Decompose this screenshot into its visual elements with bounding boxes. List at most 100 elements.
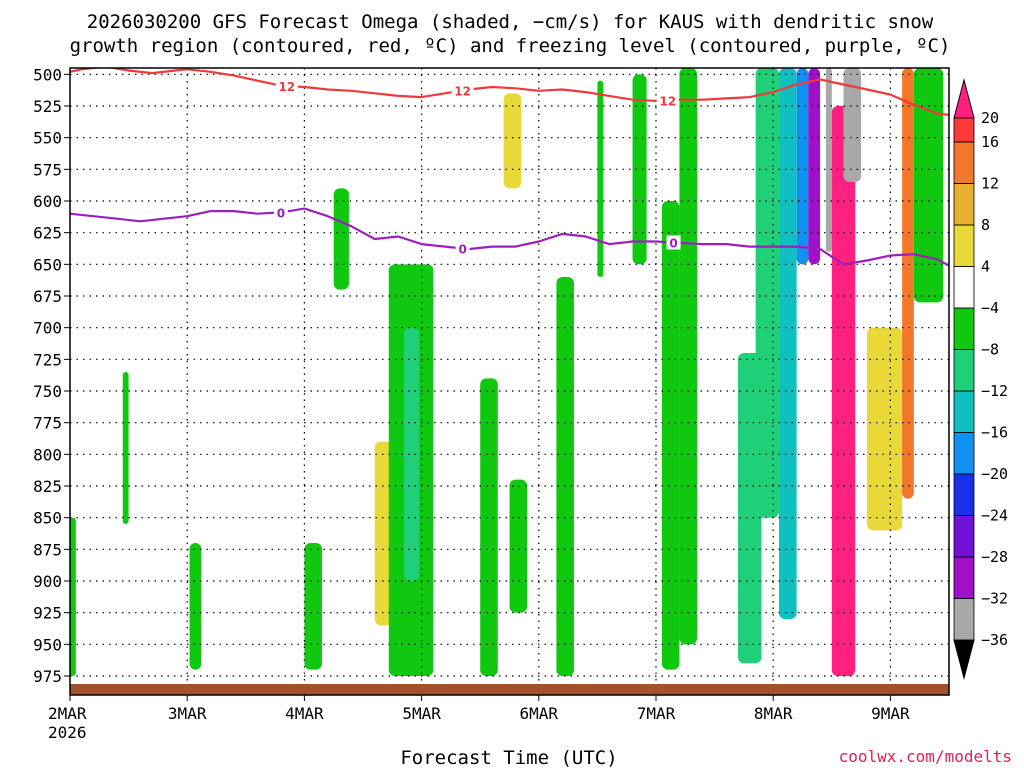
contour-label-1-2: 0 (669, 236, 677, 250)
x-tick-label-2MAR: 2MAR (48, 704, 87, 723)
omega-region-14 (661, 201, 680, 670)
colorbar-label-1: 16 (981, 133, 999, 151)
contour-label-0-2: 12 (659, 94, 676, 108)
x-tick-label-9MAR: 9MAR (871, 704, 910, 723)
x-axis-label: Forecast Time (UTC) (400, 747, 617, 768)
x-tick-label-3MAR: 3MAR (168, 704, 207, 723)
y-tick-label-875: 875 (33, 540, 62, 559)
contour-label-0-0: 12 (278, 80, 295, 94)
omega-region-2 (189, 543, 202, 670)
y-tick-label-625: 625 (33, 224, 62, 243)
y-tick-label-775: 775 (33, 414, 62, 433)
colorbar-label-2: 12 (981, 175, 999, 193)
y-tick-label-600: 600 (33, 192, 62, 211)
contour-label-bg-0-2 (656, 93, 679, 108)
colorbar-label-13: −36 (981, 631, 1008, 649)
omega-region-4 (333, 188, 349, 290)
omega-region-5 (374, 441, 393, 626)
colorbar-label-0: 20 (981, 109, 999, 127)
contour-line-1 (70, 207, 949, 267)
omega-region-10 (509, 479, 528, 613)
contour-label-0-1: 12 (454, 84, 471, 98)
y-tick-label-700: 700 (33, 319, 62, 338)
contour-label-1-1: 0 (458, 243, 466, 257)
x-tick-label-7MAR: 7MAR (637, 704, 676, 723)
omega-region-11 (556, 277, 574, 676)
colorbar-segment-1 (953, 117, 975, 143)
colorbar-segment-2 (953, 141, 975, 184)
colorbar-label-3: 8 (981, 216, 990, 234)
omega-region-20 (808, 68, 821, 265)
y-tick-label-825: 825 (33, 477, 62, 496)
y-tick-label-975: 975 (33, 667, 62, 686)
y-tick-label-650: 650 (33, 255, 62, 274)
x-axis-year: 2026 (48, 723, 87, 742)
colorbar-segment-13 (953, 598, 975, 641)
x-axis: 2MAR 3MAR 4MAR 5MAR 6MAR 7MAR 8MAR 9MAR 2026 (48, 695, 910, 742)
chart-title-line1: 2026030200 GFS Forecast Omega (shaded, −… (87, 11, 934, 33)
omega-region-25 (902, 68, 914, 499)
omega-region-18 (779, 68, 797, 619)
colorbar-segment-9 (953, 432, 975, 475)
contour-label-1-0: 0 (277, 206, 285, 220)
contour-label-bg-1-2 (666, 235, 681, 250)
contour-label-bg-1-1 (455, 241, 470, 256)
omega-region-21 (825, 68, 832, 252)
omega-region-1 (122, 372, 129, 524)
colorbar-segment-4 (953, 224, 975, 267)
colorbar-label-6: −8 (981, 341, 999, 359)
colorbar-label-7: −12 (981, 382, 1008, 400)
omega-region-13 (632, 74, 647, 265)
y-tick-label-800: 800 (33, 445, 62, 464)
colorbar-segment-3 (953, 183, 975, 226)
y-tick-label-950: 950 (33, 635, 62, 654)
plot-frame (69, 67, 950, 696)
y-tick-label-675: 675 (33, 287, 62, 306)
contour-line-0 (70, 68, 949, 116)
y-tick-label-575: 575 (33, 160, 62, 179)
omega-region-15 (679, 68, 698, 645)
contour-label-bg-0-0 (275, 79, 298, 94)
omega-region-0 (70, 517, 76, 676)
x-tick-label-8MAR: 8MAR (754, 704, 793, 723)
contour-lines: 12 12 12 0 0 0 (70, 68, 949, 267)
colorbar-label-10: −24 (981, 507, 1008, 525)
y-tick-label-550: 550 (33, 129, 62, 148)
ground-surface (70, 684, 949, 695)
y-tick-label-500: 500 (33, 65, 62, 84)
omega-region-9 (503, 93, 522, 189)
omega-region-19 (796, 68, 809, 265)
x-tick-label-6MAR: 6MAR (520, 704, 559, 723)
credit-text: coolwx.com/modelts (839, 747, 1012, 766)
omega-region-12 (597, 80, 604, 278)
colorbar-segment-12 (953, 556, 975, 599)
colorbar: 20 16 12 8 4 −4 −8 −12 −16 −20 −24 −28 −32 −36 (953, 78, 1008, 681)
contour-label-bg-0-1 (451, 83, 474, 98)
colorbar-segment-6 (953, 307, 975, 350)
chart-title-line2: growth region (contoured, red, ºC) and f… (70, 35, 951, 57)
colorbar-segment-7 (953, 349, 975, 392)
colorbar-segment-11 (953, 515, 975, 558)
x-tick-label-4MAR: 4MAR (285, 704, 324, 723)
x-tick-label-5MAR: 5MAR (402, 704, 441, 723)
y-axis: 500 525 550 575 600 625 650 675 700 725 750 775 800 8… (33, 65, 70, 686)
y-tick-label-850: 850 (33, 509, 62, 528)
colorbar-label-11: −28 (981, 548, 1008, 566)
omega-region-3 (304, 543, 322, 670)
y-tick-label-750: 750 (33, 382, 62, 401)
contour-label-bg-1-0 (273, 205, 288, 220)
y-tick-label-900: 900 (33, 572, 62, 591)
omega-region-8 (480, 378, 498, 676)
omega-region-17 (755, 68, 780, 518)
colorbar-label-5: −4 (981, 299, 999, 317)
colorbar-segment-5 (953, 266, 975, 309)
colorbar-label-9: −20 (981, 465, 1008, 483)
colorbar-label-8: −16 (981, 424, 1008, 442)
colorbar-segment-8 (953, 390, 975, 433)
grid-lines (70, 68, 949, 695)
omega-region-24 (866, 327, 903, 531)
y-tick-label-925: 925 (33, 604, 62, 623)
omega-region-26 (913, 68, 944, 303)
colorbar-label-12: −32 (981, 590, 1008, 608)
